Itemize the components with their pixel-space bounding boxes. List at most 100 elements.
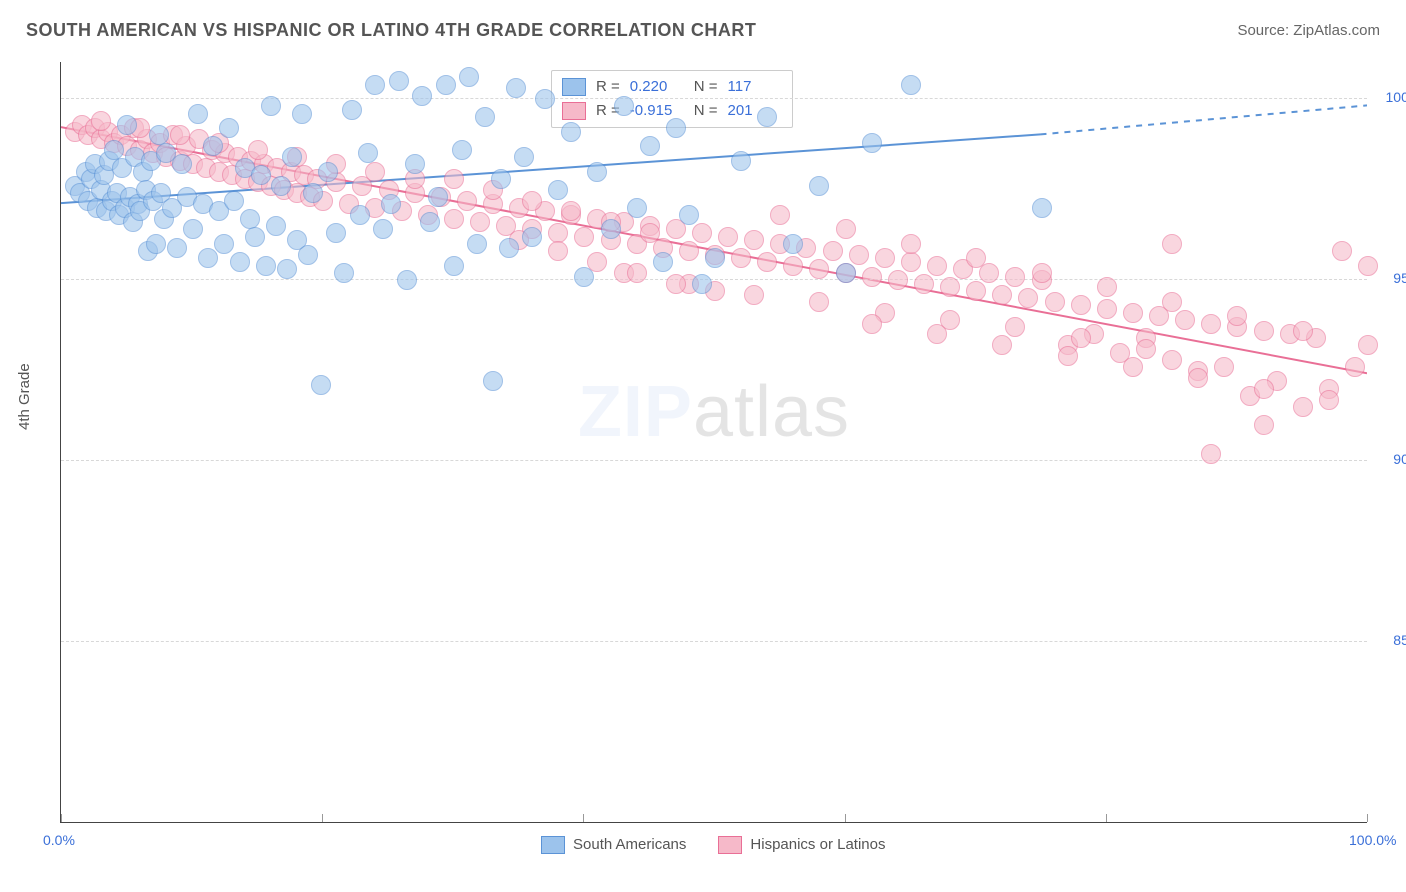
data-point-blue xyxy=(224,191,244,211)
plot-area: ZIPatlas R = 0.220 N = 117 R = -0.915 N … xyxy=(60,62,1367,823)
data-point-pink xyxy=(783,256,803,276)
data-point-blue xyxy=(548,180,568,200)
data-point-pink xyxy=(901,234,921,254)
data-point-pink xyxy=(744,230,764,250)
data-point-blue xyxy=(666,118,686,138)
data-point-pink xyxy=(1214,357,1234,377)
data-point-blue xyxy=(167,238,187,258)
data-point-blue xyxy=(614,96,634,116)
data-point-pink xyxy=(836,219,856,239)
data-point-blue xyxy=(326,223,346,243)
data-point-blue xyxy=(862,133,882,153)
watermark: ZIPatlas xyxy=(578,371,850,453)
data-point-blue xyxy=(405,154,425,174)
data-point-blue xyxy=(245,227,265,247)
data-point-blue xyxy=(117,115,137,135)
source-label: Source: ZipAtlas.com xyxy=(1237,22,1380,39)
data-point-blue xyxy=(587,162,607,182)
data-point-pink xyxy=(1162,292,1182,312)
data-point-pink xyxy=(1123,303,1143,323)
data-point-pink xyxy=(1175,310,1195,330)
data-point-pink xyxy=(1136,339,1156,359)
series-name-pink: Hispanics or Latinos xyxy=(750,836,885,853)
data-point-pink xyxy=(1018,288,1038,308)
chart-container: SOUTH AMERICAN VS HISPANIC OR LATINO 4TH… xyxy=(0,0,1406,892)
swatch-pink-bot xyxy=(718,836,742,854)
data-point-pink xyxy=(1254,415,1274,435)
data-point-blue xyxy=(653,252,673,272)
data-point-blue xyxy=(358,143,378,163)
y-tick-label: 95.0% xyxy=(1393,270,1406,286)
data-point-blue xyxy=(230,252,250,272)
data-point-blue xyxy=(491,169,511,189)
data-point-blue xyxy=(444,256,464,276)
data-point-pink xyxy=(1032,263,1052,283)
data-point-pink xyxy=(914,274,934,294)
data-point-blue xyxy=(298,245,318,265)
data-point-blue xyxy=(389,71,409,91)
data-point-pink xyxy=(248,140,268,160)
data-point-pink xyxy=(888,270,908,290)
data-point-pink xyxy=(548,223,568,243)
data-point-blue xyxy=(574,267,594,287)
data-point-blue xyxy=(198,248,218,268)
data-point-pink xyxy=(170,125,190,145)
data-point-blue xyxy=(627,198,647,218)
y-axis-label: 4th Grade xyxy=(16,363,33,430)
data-point-pink xyxy=(470,212,490,232)
data-point-blue xyxy=(365,75,385,95)
data-point-blue xyxy=(219,118,239,138)
data-point-pink xyxy=(1071,328,1091,348)
data-point-pink xyxy=(1058,346,1078,366)
r-value-blue: 0.220 xyxy=(630,75,684,99)
data-point-blue xyxy=(342,100,362,120)
data-point-blue xyxy=(452,140,472,160)
data-point-blue xyxy=(334,263,354,283)
data-point-pink xyxy=(1162,234,1182,254)
data-point-pink xyxy=(1045,292,1065,312)
data-point-pink xyxy=(1188,368,1208,388)
data-point-blue xyxy=(282,147,302,167)
legend-item-pink: Hispanics or Latinos xyxy=(718,836,885,854)
y-tick-label: 90.0% xyxy=(1393,451,1406,467)
data-point-blue xyxy=(251,165,271,185)
data-point-pink xyxy=(1201,444,1221,464)
data-point-blue xyxy=(499,238,519,258)
data-point-blue xyxy=(412,86,432,106)
data-point-pink xyxy=(1254,379,1274,399)
legend-stats-row-blue: R = 0.220 N = 117 xyxy=(562,75,782,99)
data-point-pink xyxy=(1162,350,1182,370)
data-point-pink xyxy=(1201,314,1221,334)
data-point-blue xyxy=(350,205,370,225)
data-point-pink xyxy=(444,209,464,229)
data-point-pink xyxy=(1071,295,1091,315)
data-point-blue xyxy=(514,147,534,167)
data-point-pink xyxy=(1254,321,1274,341)
data-point-pink xyxy=(862,267,882,287)
data-point-pink xyxy=(849,245,869,265)
data-point-blue xyxy=(149,125,169,145)
data-point-blue xyxy=(183,219,203,239)
data-point-blue xyxy=(146,234,166,254)
data-point-pink xyxy=(809,259,829,279)
data-point-blue xyxy=(901,75,921,95)
data-point-pink xyxy=(966,281,986,301)
data-point-pink xyxy=(744,285,764,305)
data-point-blue xyxy=(640,136,660,156)
y-tick-label: 85.0% xyxy=(1393,632,1406,648)
data-point-blue xyxy=(705,248,725,268)
data-point-blue xyxy=(731,151,751,171)
data-point-pink xyxy=(1358,335,1378,355)
r-label: R = xyxy=(596,75,620,99)
swatch-blue-bot xyxy=(541,836,565,854)
data-point-blue xyxy=(428,187,448,207)
data-point-pink xyxy=(992,285,1012,305)
y-tick-label: 100.0% xyxy=(1386,89,1406,105)
swatch-blue xyxy=(562,78,586,96)
data-point-blue xyxy=(266,216,286,236)
data-point-pink xyxy=(627,263,647,283)
data-point-pink xyxy=(940,277,960,297)
data-point-blue xyxy=(692,274,712,294)
data-point-pink xyxy=(457,191,477,211)
legend-item-blue: South Americans xyxy=(541,836,686,854)
